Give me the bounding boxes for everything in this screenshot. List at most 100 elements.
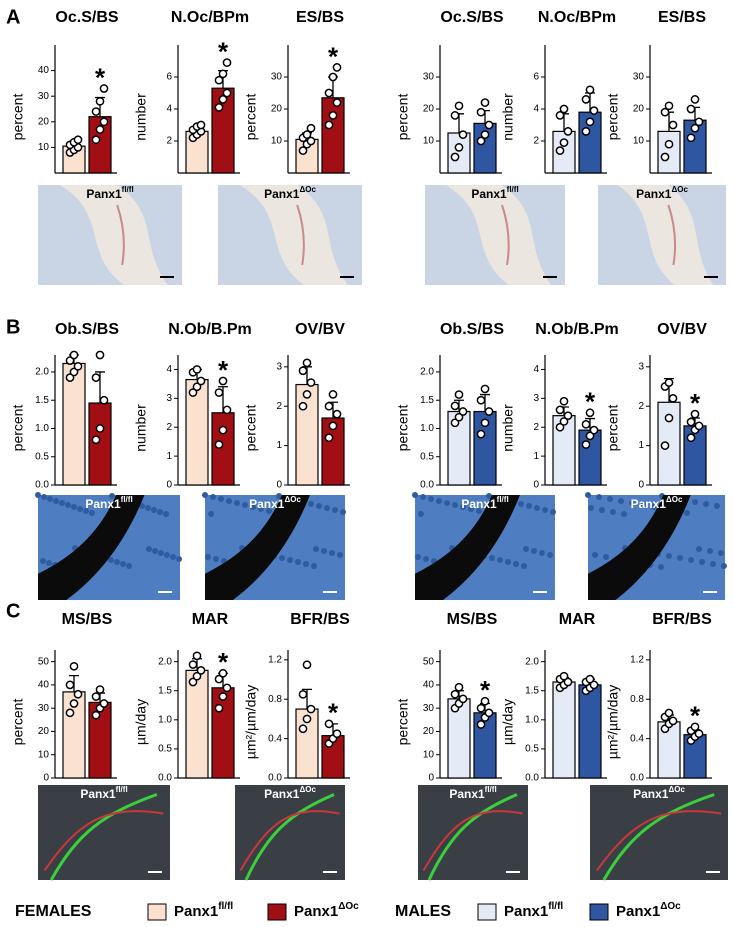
chart-title: BFR/BS: [290, 611, 350, 628]
data-point: [99, 699, 109, 708]
y-axis-label: percent: [395, 405, 411, 452]
data-point: [214, 440, 224, 449]
y-axis-label: µm²/µm/day: [243, 685, 259, 759]
data-point: [555, 422, 565, 432]
data-point: [298, 366, 308, 376]
y-tick-label: 4: [533, 364, 539, 375]
data-point: [192, 671, 202, 681]
cell: [65, 502, 71, 508]
y-tick-label: 20: [633, 104, 645, 115]
data-point: [585, 117, 595, 127]
y-tick-label: 1: [533, 451, 539, 462]
cell: [114, 559, 120, 565]
cell: [714, 503, 720, 509]
bone-region: [38, 495, 145, 600]
y-tick-label: 0.5: [158, 744, 172, 755]
cell: [436, 498, 442, 504]
data-point: [298, 689, 308, 699]
data-point: [484, 120, 494, 130]
cell: [523, 546, 529, 552]
label-green: [244, 793, 335, 881]
label-text: Panx1: [80, 787, 116, 801]
label-red: [239, 810, 340, 872]
data-point: [192, 365, 202, 374]
cell: [158, 550, 164, 556]
label-text: Panx1: [264, 187, 300, 201]
y-tick-label: 10: [38, 749, 50, 760]
bar: [321, 97, 345, 174]
bar: [552, 681, 576, 779]
y-tick-label: 0: [166, 480, 172, 491]
data-point: [218, 692, 228, 701]
data-point: [480, 418, 490, 428]
cell: [258, 506, 264, 512]
cell: [651, 504, 657, 510]
cell: [677, 555, 683, 561]
data-point: [91, 710, 101, 720]
data-point: [589, 680, 599, 690]
cell: [489, 555, 495, 561]
cell: [486, 493, 492, 499]
scale-bar: [543, 276, 557, 278]
bar: [295, 383, 319, 486]
y-tick-label: 0.4: [630, 733, 644, 744]
chart-title: Oc.S/BS: [55, 9, 118, 26]
y-tick-label: 0.4: [268, 733, 282, 744]
y-tick-label: 4: [533, 104, 539, 115]
significance-marker: *: [690, 388, 701, 418]
cell: [287, 557, 293, 563]
cell: [618, 498, 624, 504]
data-point: [91, 692, 101, 701]
data-point: [302, 660, 312, 670]
bone-region: [617, 185, 714, 285]
data-point: [95, 125, 105, 134]
label-sup: ΔOc: [668, 785, 685, 794]
y-axis-label: percent: [243, 405, 259, 452]
label-text: Panx1: [264, 787, 300, 801]
micrograph-label: Panx1ΔOc: [249, 495, 301, 511]
cell: [316, 503, 322, 509]
panel-letter: C: [6, 600, 20, 622]
data-point: [222, 88, 232, 98]
bone-region: [446, 185, 551, 285]
y-axis-label: µm²/µm/day: [605, 685, 621, 759]
cell: [266, 508, 272, 514]
data-point: [69, 367, 79, 377]
y-tick-label: 0: [43, 773, 49, 784]
significance-marker: *: [218, 36, 229, 66]
data-point: [324, 120, 334, 130]
y-tick-label: 0: [533, 480, 539, 491]
data-point: [188, 677, 198, 687]
data-point: [218, 95, 228, 104]
y-axis-label: percent: [605, 405, 621, 452]
y-tick-label: 1.0: [35, 423, 49, 434]
data-point: [686, 133, 696, 143]
label-sup: fl/fl: [497, 495, 509, 504]
scale-bar: [704, 276, 718, 278]
data-point: [559, 138, 569, 147]
y-tick-label: 30: [423, 72, 435, 83]
cell: [710, 561, 716, 567]
scale-bar: [340, 276, 354, 278]
y-tick-label: 0: [276, 480, 282, 491]
data-point: [484, 708, 494, 718]
cell: [311, 563, 317, 569]
cell: [321, 548, 327, 554]
micrograph-label: Panx1ΔOc: [636, 185, 688, 201]
data-point: [95, 685, 105, 694]
error-bar: [480, 393, 490, 412]
legend-group-label: FEMALES: [15, 903, 92, 920]
cell: [205, 554, 211, 560]
scale-bar: [148, 871, 162, 873]
data-point: [476, 429, 486, 439]
y-tick-label: 40: [423, 680, 435, 691]
data-point: [332, 729, 342, 739]
cell: [71, 504, 77, 510]
bar: [185, 378, 209, 486]
data-point: [222, 58, 232, 67]
data-point: [686, 104, 696, 114]
cell: [468, 506, 474, 512]
cell: [412, 492, 418, 498]
legend-label: Panx1fl/fl: [504, 901, 563, 920]
y-axis-label: µm/day: [133, 699, 149, 745]
